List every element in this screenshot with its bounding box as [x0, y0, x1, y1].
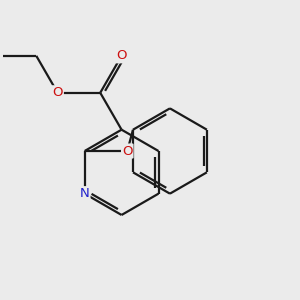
Text: O: O — [116, 49, 127, 62]
Text: N: N — [80, 187, 89, 200]
Text: O: O — [122, 145, 133, 158]
Text: O: O — [52, 86, 63, 99]
